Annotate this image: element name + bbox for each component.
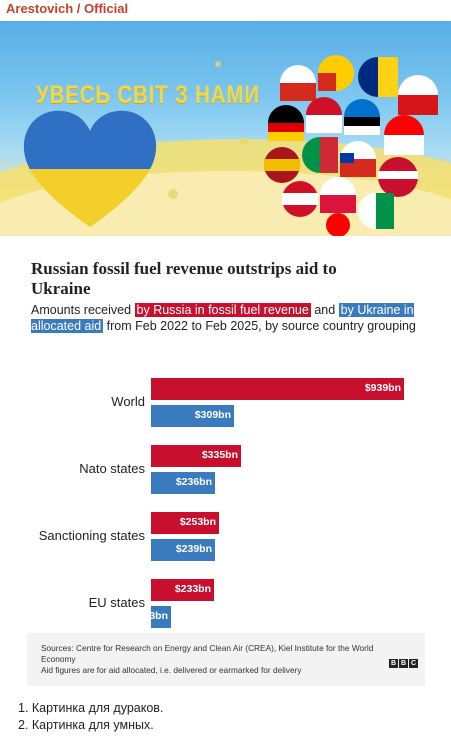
- category-label: EU states: [88, 595, 145, 610]
- russia-bar: $233bn: [151, 579, 214, 601]
- subtitle-russia-highlight: by Russia in fossil fuel revenue: [134, 303, 311, 317]
- ukraine-bar: $239bn: [151, 539, 215, 561]
- bar-value-label: $236bn: [175, 476, 212, 488]
- chart-title: Russian fossil fuel revenue outstrips ai…: [31, 259, 337, 298]
- ukraine-bar: $309bn: [151, 405, 234, 427]
- list-item: 2. Картинка для умных.: [18, 718, 154, 732]
- banner-image: УВЕСЬ СВІТ З НАМИ: [0, 21, 451, 236]
- chart-area: Russian fossil fuel revenue outstrips ai…: [27, 248, 425, 633]
- chart-note: Aid figures are for aid allocated, i.e. …: [41, 665, 302, 675]
- russia-bar: $253bn: [151, 512, 219, 534]
- category-label: Nato states: [79, 461, 145, 476]
- bar-value-label: $233bn: [174, 583, 211, 595]
- ukraine-bar: $73bn: [138, 606, 171, 628]
- subtitle-mid: and: [310, 303, 339, 317]
- subtitle-prefix: Amounts received: [31, 303, 135, 317]
- banner-slogan: УВЕСЬ СВІТ З НАМИ: [36, 81, 260, 109]
- chart-footer: Sources: Centre for Research on Energy a…: [27, 633, 425, 686]
- subtitle-suffix: from Feb 2022 to Feb 2025, by source cou…: [103, 319, 416, 333]
- chart-subtitle: Amounts received by Russia in fossil fue…: [31, 302, 416, 334]
- bar-value-label: $239bn: [175, 543, 212, 555]
- bar-value-label: $73bn: [137, 610, 168, 622]
- channel-name[interactable]: Arestovich / Official: [6, 1, 129, 16]
- bar-value-label: $253bn: [179, 516, 216, 528]
- chart-card: Russian fossil fuel revenue outstrips ai…: [27, 248, 425, 686]
- bar-value-label: $335bn: [201, 449, 238, 461]
- flags-hearts-cluster-icon: [264, 55, 438, 236]
- bar-value-label: $309bn: [194, 409, 231, 421]
- bbc-logo-letter: B: [399, 659, 408, 668]
- decor-dot: [168, 189, 178, 199]
- decor-dot: [215, 61, 221, 67]
- bbc-logo-letter: B: [389, 659, 398, 668]
- bbc-logo-letter: C: [409, 659, 418, 668]
- bar-value-label: $939bn: [364, 382, 401, 394]
- category-label: World: [111, 394, 145, 409]
- ukraine-bar: $236bn: [151, 472, 215, 494]
- category-label: Sanctioning states: [38, 528, 145, 543]
- chart-sources: Sources: Centre for Research on Energy a…: [41, 643, 374, 664]
- ukraine-heart-icon: [23, 110, 157, 227]
- decor-dot: [240, 137, 248, 145]
- list-item: 1. Картинка для дураков.: [18, 701, 164, 715]
- russia-bar: $335bn: [151, 445, 241, 467]
- russia-bar: $939bn: [151, 378, 404, 400]
- post-text-list: 1. Картинка для дураков. 2. Картинка для…: [18, 700, 163, 734]
